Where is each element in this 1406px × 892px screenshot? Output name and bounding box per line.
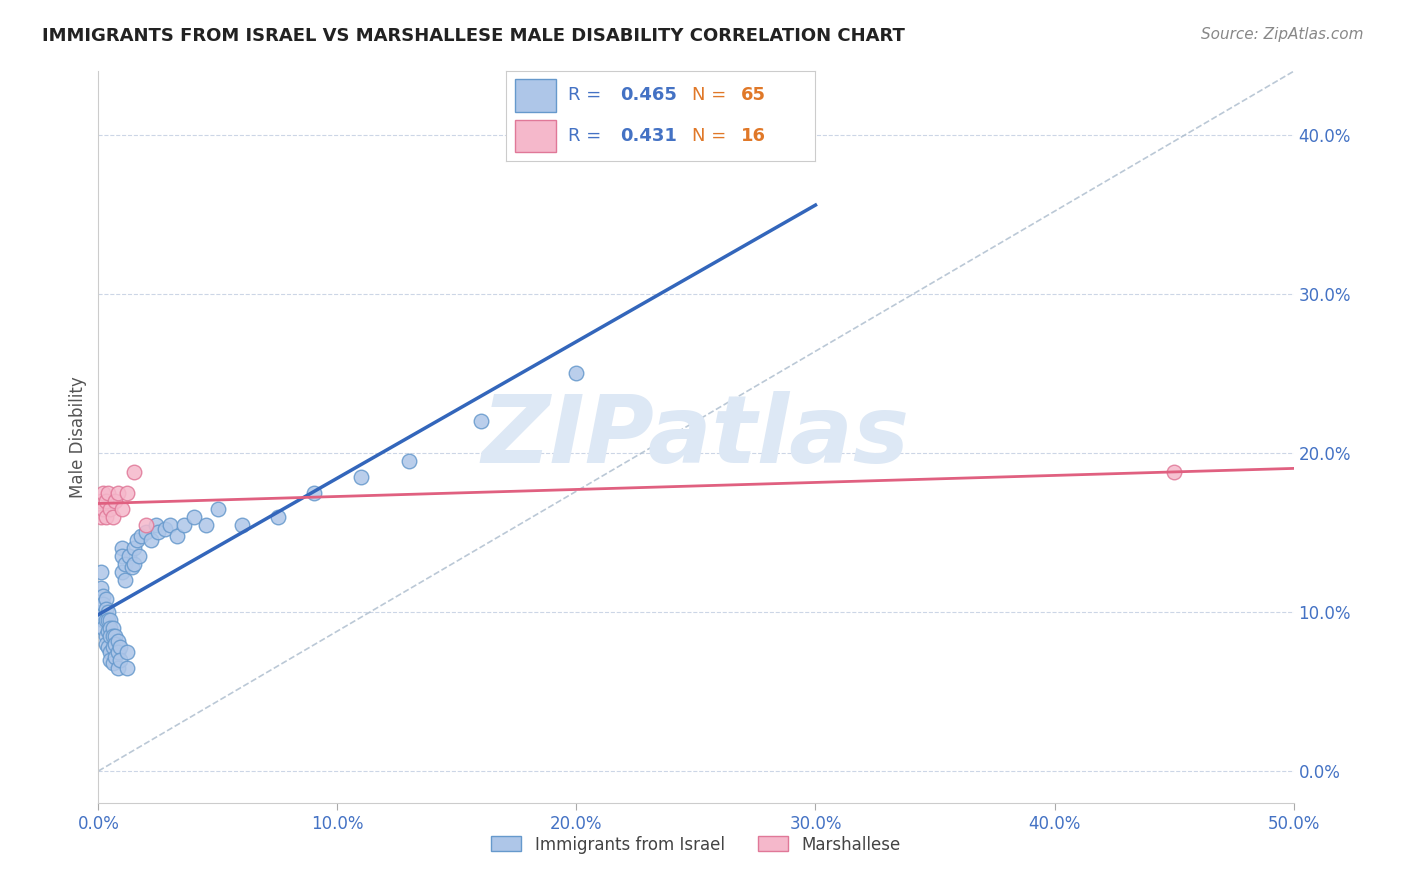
Text: IMMIGRANTS FROM ISRAEL VS MARSHALLESE MALE DISABILITY CORRELATION CHART: IMMIGRANTS FROM ISRAEL VS MARSHALLESE MA… bbox=[42, 27, 905, 45]
Point bbox=[166, 529, 188, 543]
Text: Source: ZipAtlas.com: Source: ZipAtlas.com bbox=[1201, 27, 1364, 42]
Point bbox=[98, 621, 122, 635]
Point bbox=[124, 465, 146, 479]
FancyBboxPatch shape bbox=[516, 79, 555, 112]
Text: N =: N = bbox=[692, 87, 731, 104]
Point bbox=[101, 509, 124, 524]
Text: R =: R = bbox=[568, 127, 607, 145]
Point bbox=[148, 525, 170, 540]
Point bbox=[111, 549, 134, 564]
Point bbox=[183, 509, 205, 524]
Point bbox=[124, 541, 146, 556]
Point bbox=[101, 621, 124, 635]
Point bbox=[173, 517, 195, 532]
Point bbox=[97, 624, 120, 638]
Legend: Immigrants from Israel, Marshallese: Immigrants from Israel, Marshallese bbox=[485, 829, 907, 860]
Point bbox=[107, 660, 129, 674]
Text: N =: N = bbox=[692, 127, 731, 145]
Point bbox=[101, 629, 124, 643]
Point bbox=[111, 501, 134, 516]
Point bbox=[98, 613, 122, 627]
Point bbox=[115, 645, 138, 659]
Point bbox=[565, 367, 588, 381]
Text: R =: R = bbox=[568, 87, 607, 104]
Point bbox=[97, 485, 120, 500]
Point bbox=[111, 566, 134, 580]
Text: ZIPatlas: ZIPatlas bbox=[482, 391, 910, 483]
Point bbox=[104, 629, 127, 643]
Point bbox=[124, 558, 146, 572]
Point bbox=[107, 645, 129, 659]
Point bbox=[97, 605, 120, 619]
Point bbox=[114, 573, 136, 587]
Point bbox=[195, 517, 218, 532]
Point bbox=[104, 637, 127, 651]
Point bbox=[118, 549, 141, 564]
Point bbox=[91, 485, 114, 500]
Point bbox=[107, 633, 129, 648]
Point bbox=[94, 637, 117, 651]
Point bbox=[135, 517, 157, 532]
Point bbox=[97, 613, 120, 627]
Point bbox=[139, 533, 162, 548]
Point bbox=[97, 640, 120, 654]
Text: 16: 16 bbox=[741, 127, 766, 145]
Point bbox=[91, 589, 114, 603]
Point bbox=[108, 653, 131, 667]
Point bbox=[91, 621, 114, 635]
Point bbox=[101, 656, 124, 670]
Point bbox=[91, 613, 114, 627]
Point bbox=[104, 649, 127, 664]
Text: 65: 65 bbox=[741, 87, 766, 104]
Point bbox=[98, 653, 122, 667]
Point bbox=[470, 414, 492, 428]
Text: 0.431: 0.431 bbox=[620, 127, 678, 145]
Point bbox=[145, 517, 167, 532]
Point bbox=[207, 501, 229, 516]
Point bbox=[90, 493, 112, 508]
Point bbox=[350, 470, 373, 484]
Point bbox=[104, 493, 127, 508]
Point bbox=[114, 558, 136, 572]
Point bbox=[94, 493, 117, 508]
Point bbox=[101, 640, 124, 654]
Point bbox=[159, 517, 181, 532]
Point bbox=[94, 592, 117, 607]
Point bbox=[91, 597, 114, 611]
Point bbox=[135, 525, 157, 540]
Point bbox=[90, 509, 112, 524]
Point bbox=[107, 485, 129, 500]
Point bbox=[131, 529, 153, 543]
Point bbox=[115, 660, 138, 674]
Point bbox=[398, 454, 420, 468]
Point bbox=[94, 613, 117, 627]
Point bbox=[155, 522, 177, 536]
Point bbox=[94, 509, 117, 524]
Point bbox=[128, 549, 150, 564]
Point bbox=[90, 566, 112, 580]
Point bbox=[231, 517, 253, 532]
Point bbox=[94, 602, 117, 616]
Point bbox=[98, 645, 122, 659]
Point bbox=[121, 560, 143, 574]
Point bbox=[115, 485, 138, 500]
Point bbox=[90, 581, 112, 595]
Point bbox=[94, 629, 117, 643]
Point bbox=[302, 485, 325, 500]
Y-axis label: Male Disability: Male Disability bbox=[69, 376, 87, 498]
Point bbox=[98, 629, 122, 643]
FancyBboxPatch shape bbox=[516, 120, 555, 152]
Point bbox=[125, 533, 148, 548]
Point bbox=[91, 501, 114, 516]
Point bbox=[90, 605, 112, 619]
Point bbox=[98, 501, 122, 516]
Point bbox=[111, 541, 134, 556]
Point bbox=[1163, 465, 1185, 479]
Point bbox=[267, 509, 290, 524]
Point bbox=[108, 640, 131, 654]
Text: 0.465: 0.465 bbox=[620, 87, 678, 104]
